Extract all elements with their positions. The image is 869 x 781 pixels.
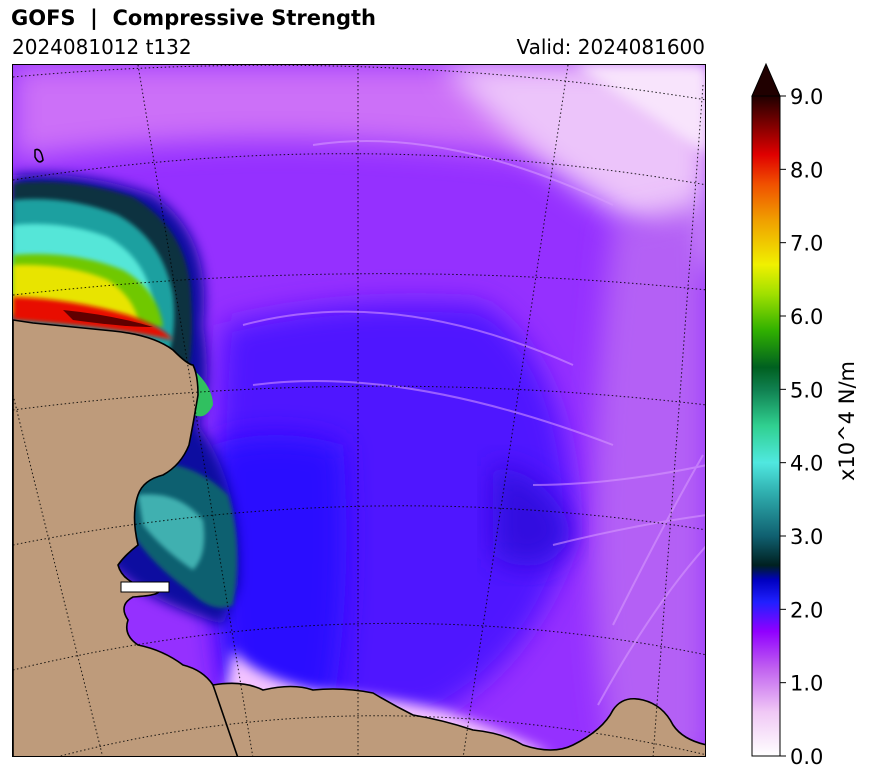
- parallel: [13, 65, 705, 101]
- meridian: [137, 65, 254, 756]
- colorbar-tick-label: 4.0: [790, 452, 823, 476]
- parallel: [13, 622, 705, 671]
- map-title: GOFS | Compressive Strength: [11, 6, 376, 30]
- colorbar-label: x10^4 N/m: [835, 361, 859, 481]
- colorbar-bar: [751, 95, 781, 757]
- colorbar-extend-arrow: [751, 62, 781, 97]
- meridian: [652, 84, 704, 756]
- valid-label: Valid: 2024081600: [516, 35, 705, 59]
- ice-east-band: [593, 205, 705, 756]
- colorbar-graphic: 0.0 1.0 2.0 3.0 4.0 5.0 6.0 7.0 8.0 9.0 x10^4 N/m: [751, 62, 859, 769]
- parallel: [13, 153, 705, 186]
- colorbar-tick-label: 9.0: [790, 85, 823, 109]
- colorbar-tick-label: 0.0: [790, 745, 823, 769]
- colorbar: 0.0 1.0 2.0 3.0 4.0 5.0 6.0 7.0 8.0 9.0 x10^4 N/m: [740, 60, 869, 770]
- land-south: [211, 682, 705, 756]
- colorbar-tick-label: 6.0: [790, 305, 823, 329]
- colorbar-tick-label: 5.0: [790, 378, 823, 402]
- colorbar-tick-label: 7.0: [790, 232, 823, 256]
- meridian: [462, 65, 569, 756]
- colorbar-tick-label: 2.0: [790, 598, 823, 622]
- colorbar-tick-label: 8.0: [790, 158, 823, 182]
- run-label: 2024081012 t132: [12, 35, 192, 59]
- ice-shelf-inlet: [120, 581, 170, 593]
- colorbar-tick-label: 1.0: [790, 672, 823, 696]
- parallel: [13, 273, 705, 296]
- map-canvas: [13, 65, 705, 756]
- parallel: [13, 385, 705, 411]
- colorbar-tick-label: 3.0: [790, 525, 823, 549]
- parallel: [13, 505, 705, 546]
- land-west: [13, 319, 244, 756]
- island: [34, 148, 44, 163]
- map-panel[interactable]: [12, 64, 706, 757]
